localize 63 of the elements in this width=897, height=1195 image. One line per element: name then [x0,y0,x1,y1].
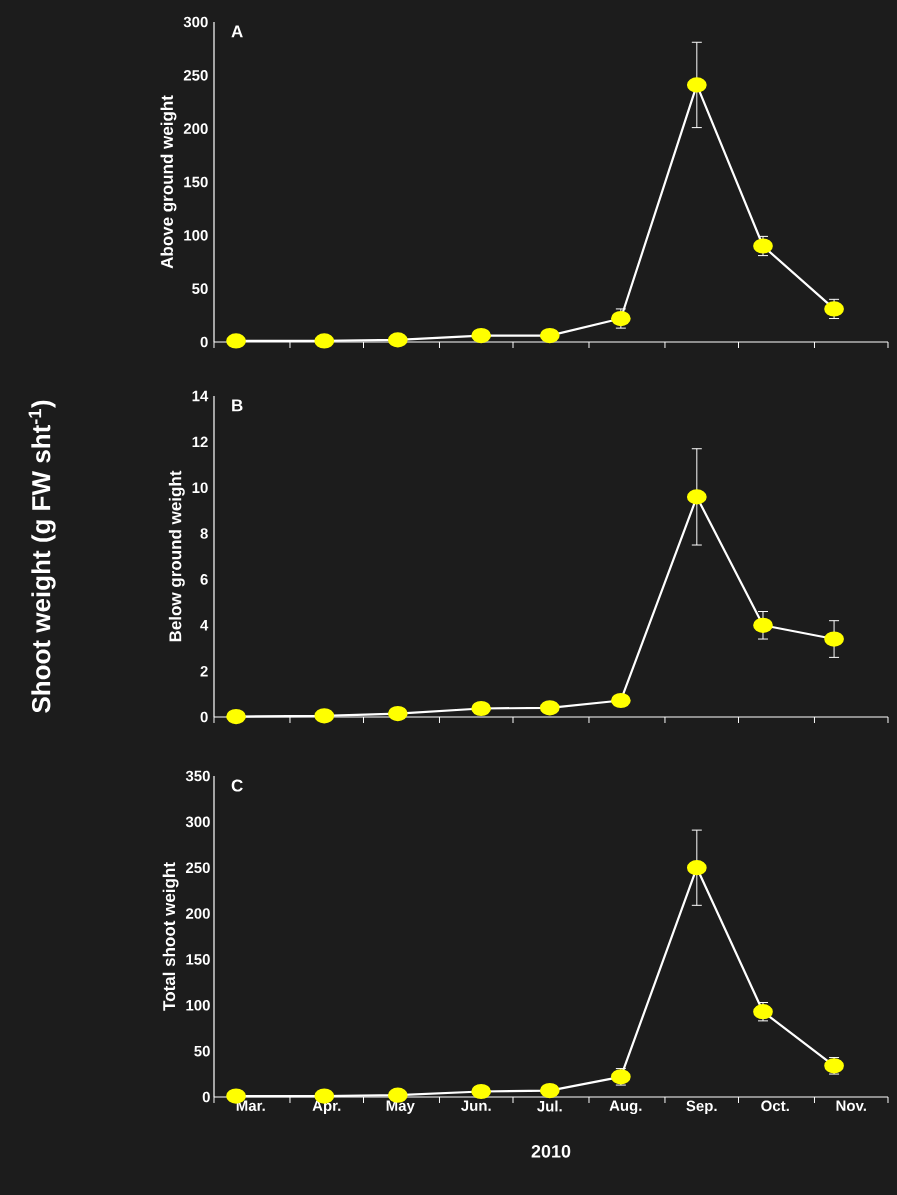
y-tick-label: 200 [185,908,210,919]
y-tick-label: 250 [183,70,208,81]
point [824,301,844,317]
point [471,1083,492,1100]
y-tick-label: 8 [200,528,208,539]
point [539,1082,560,1099]
point [539,700,560,716]
x-tick-label: May [386,1100,415,1114]
point [610,692,631,709]
x-tick-label: Apr. [312,1100,341,1114]
y-tick-label: 0 [202,1091,210,1103]
y-tick-label: 0 [200,711,208,723]
point [753,238,773,254]
y-tick-label: 2 [200,665,208,677]
y-tick-label: 14 [192,390,209,402]
annotation: B [232,399,243,412]
y-tick-label: 150 [184,176,208,188]
y-tick-label: 0 [200,336,208,348]
y-axis-title: Below ground weight [168,470,185,642]
y-tick-label: 100 [184,230,208,241]
y-axis-title: Above ground weight [160,95,177,269]
x-tick-label: Oct. [761,1100,789,1112]
point [314,333,335,349]
point [824,631,844,647]
y-tick-label: 350 [185,770,210,782]
y-tick-label: 300 [185,816,210,828]
y-tick-label: 300 [183,16,208,28]
y-tick-label: 6 [200,574,208,585]
y-tick-label: 50 [194,1045,210,1057]
point [610,310,631,327]
point [387,332,408,348]
point [824,1058,844,1074]
x-axis-title: 2010 [531,1144,571,1158]
y-tick-label: 200 [183,123,208,134]
y-axis-title: Total shoot weight [162,862,179,1011]
point [753,617,773,633]
point [471,328,492,344]
point [686,489,707,505]
y-tick-label: 12 [192,436,208,448]
point [753,1004,773,1020]
y-tick-label: 50 [192,283,208,294]
x-tick-label: Jul. [537,1100,562,1112]
x-tick-label: Aug. [609,1100,642,1115]
point [686,860,707,876]
y-tick-label: 4 [200,620,209,631]
y-tick-label: 10 [192,482,208,494]
point [539,328,560,344]
annotation: C [231,779,243,792]
point [610,1069,631,1085]
point [686,77,707,93]
point [226,708,246,725]
y-tick-label: 100 [186,999,210,1011]
x-tick-label: Nov. [836,1100,866,1111]
y-tick-label: 250 [185,862,210,874]
x-tick-label: Jun. [461,1100,491,1111]
text: Shoot weight (g FW sht$^{-1}$) [28,400,56,713]
annotation: A [231,25,243,38]
point [226,333,246,349]
point [471,700,492,717]
y-tick-label: 150 [186,954,210,965]
x-tick-label: Sep. [686,1100,717,1115]
point [314,708,335,724]
point [387,705,408,722]
